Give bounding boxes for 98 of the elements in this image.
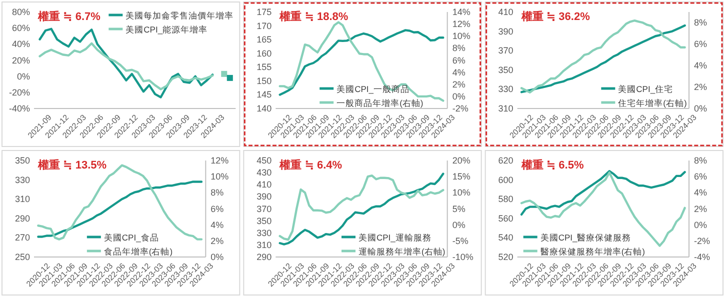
- y-tick-label: 290: [14, 213, 30, 224]
- y-tick-label: 270: [14, 232, 30, 243]
- y-tick-label: 330: [256, 228, 272, 238]
- y-tick-label: 250: [14, 252, 30, 262]
- y-tick-label: 170: [256, 20, 272, 31]
- y2-tick-label: 10%: [210, 172, 229, 182]
- y2-tick-label: 15%: [452, 172, 470, 182]
- y2-tick-label: 6%: [452, 55, 466, 66]
- y2-tick-label: 0%: [210, 252, 224, 262]
- legend-label: 美國CPI_醫療保健服務: [540, 232, 632, 242]
- y2-tick-label: 8%: [210, 188, 224, 198]
- y-tick-label: 370: [256, 204, 272, 214]
- y-tick-label: 430: [256, 168, 272, 178]
- legend-label: 美國CPI_能源年增率: [126, 24, 208, 34]
- line-series: [38, 42, 214, 90]
- y2-tick-label: 6%: [694, 172, 708, 182]
- y-tick-label: 310: [14, 194, 30, 204]
- y2-tick-label: 2%: [694, 204, 708, 214]
- y2-tick-label: 4%: [452, 67, 466, 78]
- y2-tick-label: 8%: [452, 43, 466, 54]
- y2-tick-label: 2%: [452, 79, 466, 90]
- y2-tick-label: 4%: [210, 220, 224, 230]
- y-tick-label: 350: [14, 156, 30, 166]
- legend-label: 美國CPI_食品: [104, 232, 159, 242]
- y2-tick-label: -4%: [694, 252, 710, 262]
- y-tick-label: 330: [498, 84, 514, 94]
- legend-label: 運輸服務年增率(右軸): [358, 246, 446, 256]
- y-tick-label: 80%: [12, 7, 30, 17]
- legend-label: 美國每加侖零售油價年增率: [126, 10, 234, 20]
- y2-tick-label: 10%: [452, 31, 470, 42]
- legend-label: 美國CPI_運輸服務: [358, 232, 432, 242]
- y-tick-label: 140: [256, 104, 272, 114]
- y-tick-label: 520: [498, 252, 514, 262]
- legend-label: 美國CPI_住宅: [618, 84, 674, 94]
- y-tick-label: 150: [256, 76, 272, 86]
- y-tick-label: -40%: [8, 104, 30, 114]
- legend-label: 住宅年增率(右軸): [618, 98, 687, 108]
- y2-tick-label: -5%: [452, 236, 468, 246]
- y2-tick-label: 10%: [452, 188, 470, 198]
- chart-title: 權重 ≒ 36.2%: [520, 10, 590, 23]
- y-tick-label: 290: [256, 252, 272, 262]
- y2-tick-label: 2%: [210, 236, 224, 246]
- legend-label: 食品年增率(右軸): [104, 246, 173, 256]
- y2-tick-label: 4%: [694, 188, 708, 198]
- y-tick-label: 145: [256, 90, 272, 100]
- chart-title: 權重 ≒ 6.5%: [520, 158, 584, 172]
- y-tick-label: 620: [498, 156, 514, 166]
- y2-tick-label: 4%: [694, 60, 708, 71]
- y2-tick-label: -2%: [452, 104, 468, 114]
- y-tick-label: 0%: [16, 71, 30, 82]
- y2-tick-label: 12%: [210, 156, 229, 166]
- y2-tick-label: 8%: [694, 18, 708, 28]
- y-tick-label: 560: [498, 213, 514, 224]
- y-tick-label: 60%: [12, 23, 30, 34]
- chart-title: 權重 ≒ 6.7%: [37, 10, 101, 23]
- y2-tick-label: 2%: [694, 82, 708, 92]
- y-tick-label: 310: [498, 104, 514, 114]
- legend-label: 醫療保健服務年增率(右軸): [540, 246, 646, 256]
- y2-tick-label: 14%: [452, 7, 470, 17]
- y2-tick-label: 6%: [694, 39, 708, 50]
- y-tick-label: 580: [498, 194, 514, 204]
- line-series: [278, 29, 444, 96]
- y2-tick-label: 20%: [452, 156, 470, 166]
- y2-tick-label: 6%: [210, 204, 224, 214]
- y-tick-label: 350: [256, 216, 272, 226]
- y-tick-label: 160: [256, 48, 272, 58]
- y-tick-label: 350: [498, 64, 514, 75]
- y-tick-label: 40%: [12, 39, 30, 50]
- line-series: [520, 171, 686, 247]
- y-tick-label: 330: [14, 174, 30, 185]
- chart-title: 權重 ≒ 13.5%: [37, 158, 107, 172]
- y2-tick-label: 12%: [452, 19, 470, 30]
- y2-tick-label: 5%: [452, 204, 466, 214]
- y2-tick-label: 0%: [694, 220, 708, 230]
- line-series: [520, 170, 686, 216]
- y-tick-label: 540: [498, 232, 514, 243]
- y-tick-label: 390: [498, 26, 514, 36]
- chart-title: 權重 ≒ 18.8%: [278, 10, 348, 23]
- chart-title: 權重 ≒ 6.4%: [278, 158, 342, 172]
- y-tick-label: 390: [256, 192, 272, 202]
- y-tick-label: 370: [498, 46, 514, 56]
- y2-tick-label: -10%: [452, 252, 474, 262]
- y2-tick-label: 0%: [694, 104, 708, 114]
- y-tick-label: 175: [256, 7, 272, 17]
- y2-tick-label: -2%: [694, 236, 710, 246]
- y-tick-label: 410: [256, 180, 272, 190]
- y-tick-label: 410: [498, 7, 514, 17]
- y-tick-label: 20%: [12, 55, 30, 66]
- legend-label: 一般商品年增率(右軸): [336, 98, 424, 108]
- y-tick-label: 600: [498, 174, 514, 185]
- y2-tick-label: 0%: [452, 220, 466, 230]
- y-tick-label: 310: [256, 240, 272, 250]
- y-tick-label: 165: [256, 34, 272, 45]
- y-tick-label: 450: [256, 156, 272, 166]
- y2-tick-label: 0%: [452, 91, 466, 102]
- y-tick-label: -20%: [8, 87, 30, 98]
- y2-tick-label: 8%: [694, 156, 708, 166]
- y-tick-label: 155: [256, 62, 272, 72]
